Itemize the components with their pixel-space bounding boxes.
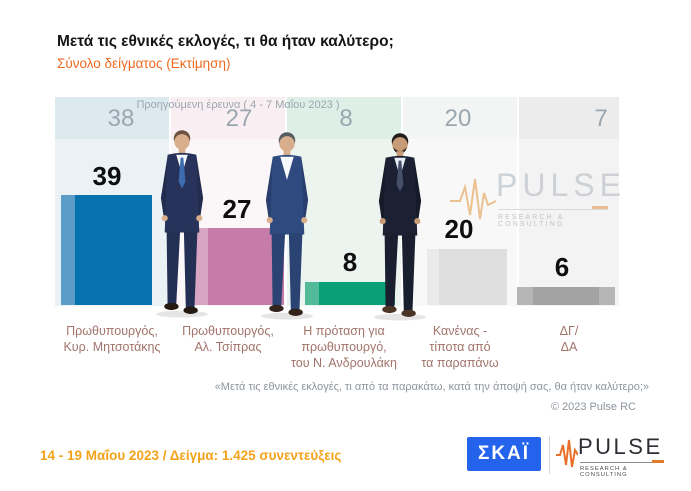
pulse-watermark-rule bbox=[498, 206, 608, 210]
column-band-top bbox=[287, 97, 401, 139]
previous-value-mitsotakis: 38 bbox=[107, 105, 135, 132]
category-line: ΔΑ bbox=[560, 340, 578, 354]
skai-logo-text: ΣΚΑΪ bbox=[477, 443, 531, 464]
pulse-logo-subtext: RESEARCH & CONSULTING bbox=[580, 466, 628, 478]
bar-value-androulakis: 8 bbox=[342, 247, 358, 277]
category-line: Η πρόταση για bbox=[303, 324, 385, 338]
category-line: Κυρ. Μητσοτάκης bbox=[63, 340, 161, 354]
category-line: πρωθυπουργό, bbox=[301, 340, 387, 354]
category-line: Κανένας - bbox=[432, 324, 488, 338]
bar-androulakis bbox=[305, 282, 395, 305]
column-band-top bbox=[55, 97, 169, 139]
category-line: Πρωθυπουργός, bbox=[66, 324, 158, 338]
bar-value-none: 20 bbox=[444, 214, 474, 244]
bar-dkda bbox=[517, 287, 615, 305]
pulse-waveform-icon bbox=[450, 178, 496, 220]
column-band-dkda bbox=[519, 97, 619, 306]
bar-value-tsipras: 27 bbox=[222, 194, 252, 224]
category-line: Πρωθυπουργός, bbox=[182, 324, 274, 338]
bar-value-mitsotakis: 39 bbox=[92, 161, 122, 191]
bar-value-dkda: 6 bbox=[554, 252, 570, 282]
page-title: Μετά τις εθνικές εκλογές, τι θα ήταν καλ… bbox=[57, 33, 394, 50]
photo-androulakis bbox=[360, 129, 440, 321]
category-label-tsipras: Πρωθυπουργός, Αλ. Τσίπρας bbox=[166, 323, 290, 355]
previous-value-tsipras: 27 bbox=[225, 105, 253, 132]
bar-none bbox=[427, 249, 507, 305]
photo-tsipras bbox=[247, 128, 327, 320]
question-footnote: «Μετά τις εθνικές εκλογές, τι από τα παρ… bbox=[214, 381, 649, 393]
column-band-top bbox=[403, 97, 517, 139]
bar-mitsotakis bbox=[61, 195, 152, 305]
pulse-logo: PULSE RESEARCH & CONSULTING bbox=[556, 434, 668, 478]
category-line: του Ν. Ανδρουλάκη bbox=[290, 356, 397, 370]
category-label-dkda: ΔΓ/ ΔΑ bbox=[514, 323, 624, 355]
category-line: τίποτα από bbox=[429, 340, 491, 354]
sample-subtitle: Σύνολο δείγματος (Εκτίμηση) bbox=[57, 56, 231, 71]
previous-value-androulakis: 8 bbox=[339, 105, 353, 132]
pulse-watermark: PULSE RESEARCH & CONSULTING bbox=[450, 167, 621, 229]
skai-logo: ΣΚΑΪ bbox=[467, 437, 541, 471]
photo-mitsotakis bbox=[142, 126, 222, 318]
column-band-top bbox=[171, 97, 285, 139]
pulse-logo-accent bbox=[652, 460, 664, 463]
pulse-logo-text: PULSE bbox=[578, 434, 663, 459]
category-label-androulakis: Η πρόταση για πρωθυπουργό, του Ν. Ανδρου… bbox=[282, 323, 406, 371]
pulse-watermark-subtext: RESEARCH & CONSULTING bbox=[498, 214, 565, 228]
pulse-watermark-text: PULSE bbox=[496, 167, 626, 203]
pulse-logo-rule bbox=[580, 460, 664, 463]
category-label-none: Κανένας - τίποτα από τα παραπάνω bbox=[398, 323, 522, 371]
logo-divider bbox=[549, 436, 550, 474]
column-band-top bbox=[519, 97, 619, 139]
category-line: τα παραπάνω bbox=[421, 356, 499, 370]
pulse-waveform-icon bbox=[556, 439, 578, 468]
category-label-mitsotakis: Πρωθυπουργός, Κυρ. Μητσοτάκης bbox=[50, 323, 174, 355]
copyright: © 2023 Pulse RC bbox=[550, 401, 636, 413]
category-line: Αλ. Τσίπρας bbox=[194, 340, 262, 354]
previous-value-dkda: 7 bbox=[594, 105, 608, 132]
fieldwork-info: 14 - 19 Μαΐου 2023 / Δείγμα: 1.425 συνεν… bbox=[40, 448, 342, 463]
previous-value-none: 20 bbox=[444, 105, 472, 132]
previous-survey-label: Προηγούμενη έρευνα ( 4 - 7 Μαΐου 2023 ) bbox=[136, 99, 340, 111]
pulse-logo-accent bbox=[592, 206, 608, 209]
bar-tsipras bbox=[194, 228, 284, 305]
category-line: ΔΓ/ bbox=[559, 324, 579, 338]
